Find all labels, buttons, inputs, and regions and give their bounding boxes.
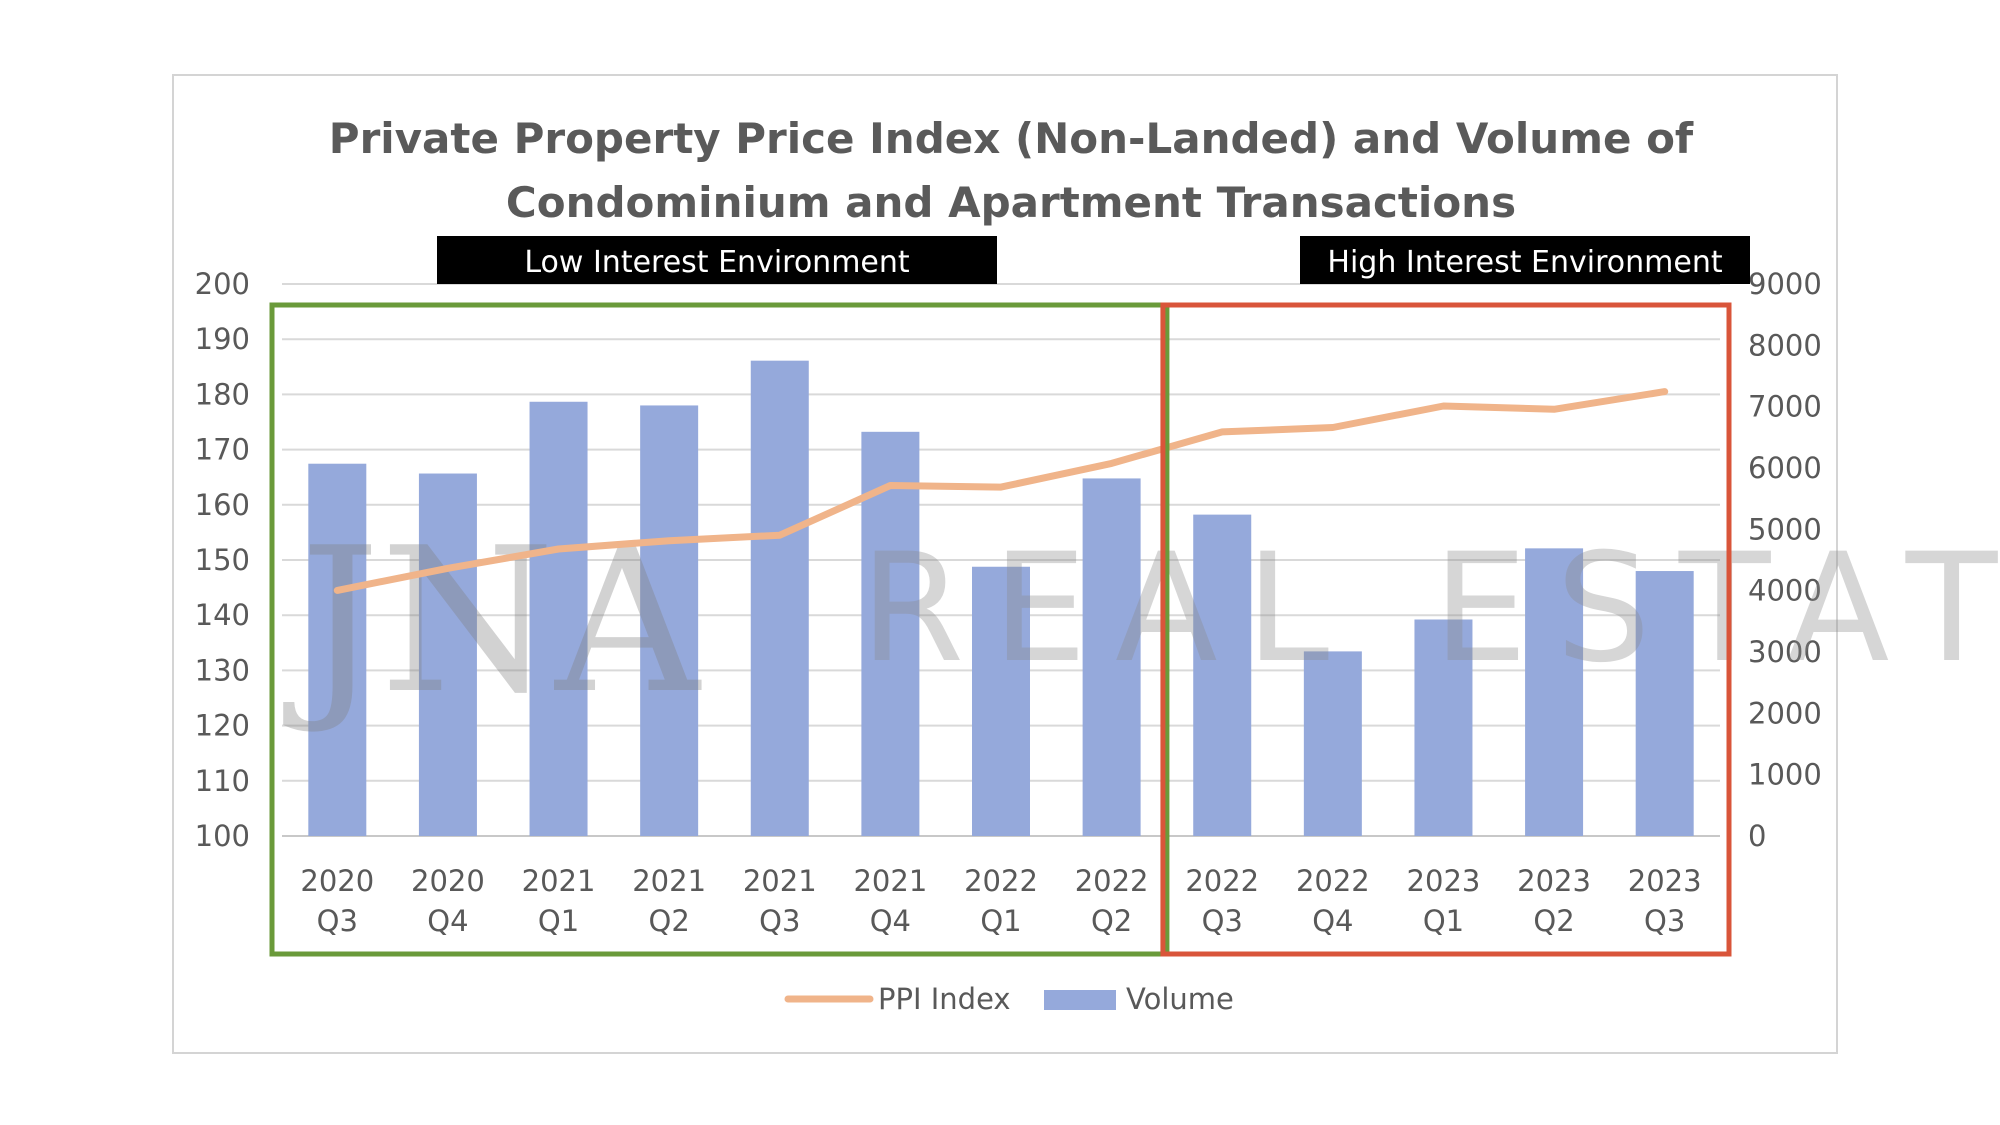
x-axis-category-quarter: Q2 xyxy=(1091,904,1132,938)
left-axis-tick-label: 190 xyxy=(195,322,250,356)
legend-swatch-bar xyxy=(1044,990,1116,1010)
right-axis-tick-label: 4000 xyxy=(1748,574,1822,608)
x-axis-category-quarter: Q2 xyxy=(1533,904,1574,938)
volume-bar xyxy=(1082,478,1141,836)
x-axis-category-year: 2022 xyxy=(964,864,1038,898)
x-axis-category-year: 2020 xyxy=(411,864,485,898)
left-axis-tick-label: 100 xyxy=(195,819,250,853)
ppi-index-point xyxy=(1220,430,1224,434)
right-axis-tick-label: 3000 xyxy=(1748,635,1822,669)
left-axis-tick-label: 120 xyxy=(195,709,250,743)
left-axis-tick-label: 110 xyxy=(195,764,250,798)
volume-bars xyxy=(308,360,1694,836)
x-axis-category-quarter: Q3 xyxy=(317,904,358,938)
annotation-banner xyxy=(1300,236,1750,284)
x-axis-category-quarter: Q3 xyxy=(1202,904,1243,938)
x-axis-category-year: 2023 xyxy=(1407,864,1481,898)
gridlines xyxy=(282,283,1720,837)
x-axis-category-year: 2022 xyxy=(1185,864,1259,898)
legend: PPI Index Volume xyxy=(784,982,1234,1016)
left-axis-tick-label: 140 xyxy=(195,598,250,632)
left-axis-tick-label: 180 xyxy=(195,377,250,411)
interest-annotations: Low Interest Environment High Interest En… xyxy=(269,236,1750,957)
chart-title-line-2: Condominium and Apartment Transactions xyxy=(506,178,1516,227)
x-axis-category-quarter: Q3 xyxy=(759,904,800,938)
x-axis-category-year: 2021 xyxy=(522,864,596,898)
left-axis-tick-label: 130 xyxy=(195,653,250,687)
x-axis-category-quarter: Q4 xyxy=(1312,904,1353,938)
x-axis-category-quarter: Q3 xyxy=(1644,904,1685,938)
left-axis-tick-label: 200 xyxy=(195,267,250,301)
right-y-axis: 0 1000 2000 3000 4000 5000 6000 7000 8000 9000 xyxy=(1748,267,1822,853)
ppi-index-point xyxy=(778,533,782,537)
volume-bar xyxy=(1193,514,1252,836)
volume-bar xyxy=(529,401,588,836)
ppi-index-point xyxy=(1110,461,1114,465)
right-axis-tick-label: 7000 xyxy=(1748,390,1822,424)
x-axis-category-quarter: Q1 xyxy=(538,904,579,938)
watermark-text: REAL ESTATE xyxy=(860,522,2000,696)
chart-title-line-1: Private Property Price Index (Non-Landed… xyxy=(329,114,1694,163)
right-axis-tick-label: 0 xyxy=(1748,819,1766,853)
volume-bar xyxy=(1414,619,1473,836)
ppi-index-point xyxy=(335,588,339,592)
ppi-index-point xyxy=(1552,407,1556,411)
x-axis-category-year: 2020 xyxy=(300,864,374,898)
annotation-banner xyxy=(437,236,997,284)
annotation-banner-label: High Interest Environment xyxy=(1327,245,1722,280)
volume-bar xyxy=(640,405,699,836)
watermark-logo: JNA REAL ESTATE xyxy=(283,505,2000,738)
legend-label: PPI Index xyxy=(878,982,1011,1016)
ppi-index-point xyxy=(1663,390,1667,394)
volume-bar xyxy=(1525,548,1584,836)
volume-bar xyxy=(1635,571,1694,836)
annotation-box xyxy=(269,302,1170,957)
right-axis-tick-label: 1000 xyxy=(1748,758,1822,792)
right-axis-tick-label: 2000 xyxy=(1748,696,1822,730)
legend-label: Volume xyxy=(1126,982,1234,1016)
right-axis-tick-label: 6000 xyxy=(1748,451,1822,485)
volume-bar xyxy=(750,360,809,836)
left-y-axis: 100 110 120 130 140 150 160 170 180 190 200 xyxy=(195,267,250,853)
ppi-index-point xyxy=(1441,404,1445,408)
x-axis-category-year: 2023 xyxy=(1517,864,1591,898)
ppi-index-point xyxy=(888,483,892,487)
right-axis-tick-label: 8000 xyxy=(1748,328,1822,362)
ppi-index-point xyxy=(667,539,671,543)
volume-bar xyxy=(861,431,920,836)
ppi-index-point xyxy=(1331,426,1335,430)
x-axis-category-year: 2021 xyxy=(853,864,927,898)
x-axis-category-quarter: Q4 xyxy=(427,904,468,938)
ppi-index-point xyxy=(446,566,450,570)
left-axis-tick-label: 150 xyxy=(195,543,250,577)
x-axis-category-quarter: Q2 xyxy=(649,904,690,938)
volume-bar xyxy=(308,463,367,836)
x-axis-category-quarter: Q4 xyxy=(870,904,911,938)
left-axis-tick-label: 160 xyxy=(195,488,250,522)
x-axis-category-year: 2021 xyxy=(743,864,817,898)
ppi-index-line xyxy=(333,388,1669,594)
left-axis-tick-label: 170 xyxy=(195,433,250,467)
ppi-index-point xyxy=(999,485,1003,489)
right-axis-tick-label: 9000 xyxy=(1748,267,1822,301)
x-axis-categories: 2020 Q3 2020 Q4 2021 Q1 2021 Q2 2021 Q3 2021 Q4 2022… xyxy=(300,864,1701,938)
annotation-banner-label: Low Interest Environment xyxy=(524,245,910,280)
x-axis-category-year: 2022 xyxy=(1075,864,1149,898)
right-axis-tick-label: 5000 xyxy=(1748,512,1822,546)
volume-bar xyxy=(1303,651,1362,836)
annotation-box xyxy=(1160,302,1732,957)
volume-bar xyxy=(418,473,477,836)
x-axis-category-quarter: Q1 xyxy=(1423,904,1464,938)
x-axis-category-year: 2021 xyxy=(632,864,706,898)
ppi-index-point xyxy=(557,547,561,551)
volume-bar xyxy=(972,566,1030,836)
x-axis-category-year: 2022 xyxy=(1296,864,1370,898)
x-axis-category-year: 2023 xyxy=(1628,864,1702,898)
x-axis-category-quarter: Q1 xyxy=(980,904,1021,938)
chart-title: Private Property Price Index (Non-Landed… xyxy=(329,114,1694,227)
